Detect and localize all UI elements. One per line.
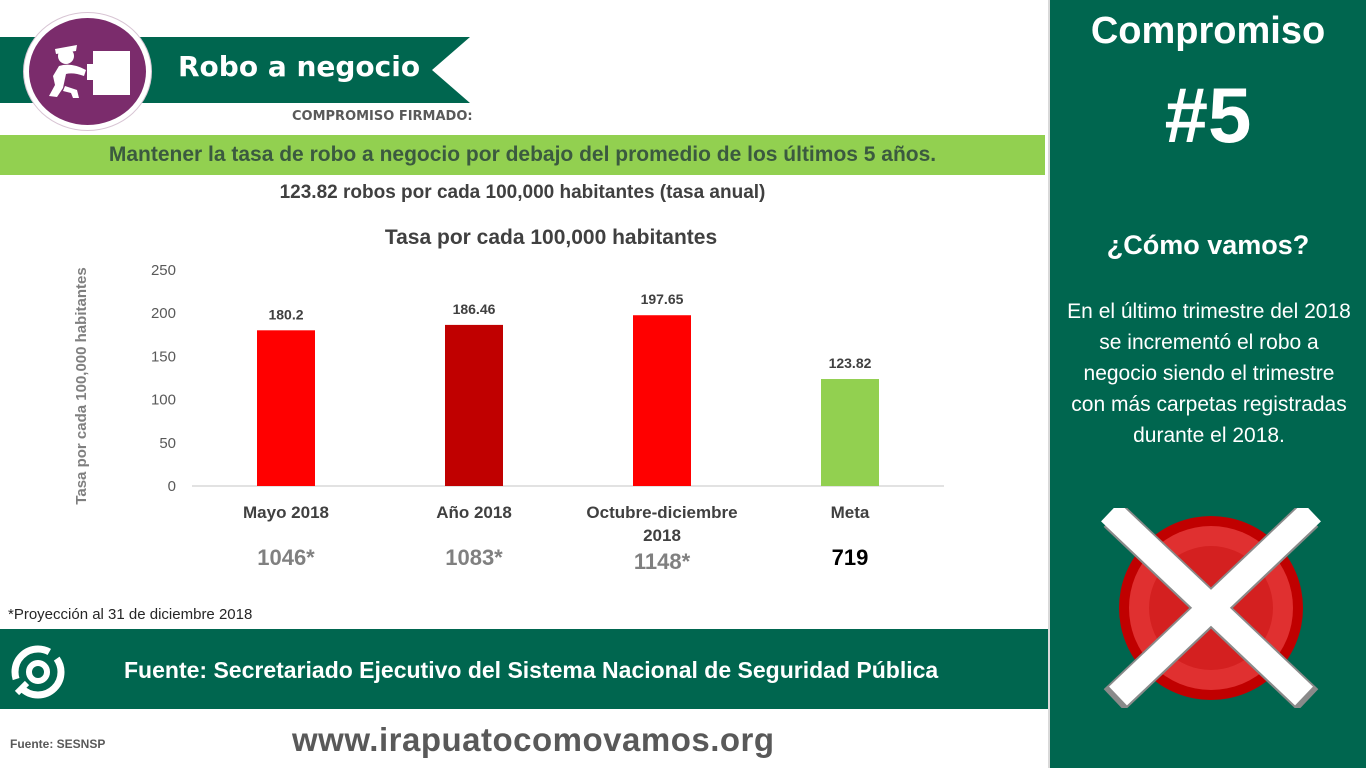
y-tick-label: 200 xyxy=(151,305,176,322)
case-count: 1083* xyxy=(445,545,503,570)
progress-question: ¿Cómo vamos? xyxy=(1106,230,1310,260)
main-panel: Robo a negocio COMPROMISO FIRMADO: Mante… xyxy=(0,13,1048,758)
goal-text: Mantener la tasa de robo a negocio por d… xyxy=(108,143,937,166)
x-tick-label: Mayo 2018 xyxy=(243,503,329,522)
data-label: 197.65 xyxy=(641,291,684,307)
data-label: 186.46 xyxy=(453,301,496,317)
robber-icon xyxy=(49,45,130,98)
small-source-label: Fuente: SESNSP xyxy=(10,737,106,751)
x-tick-label: Año 2018 xyxy=(436,503,512,522)
case-counts: 1046* 1083* 1148* 719 xyxy=(257,545,868,574)
website-link[interactable]: www.irapuatocomovamos.org xyxy=(292,721,775,758)
bar xyxy=(445,324,503,486)
data-label: 123.82 xyxy=(829,355,872,371)
y-tick-label: 100 xyxy=(151,392,176,409)
progress-description: En el último trimestre del 2018 se incre… xyxy=(1067,300,1351,447)
y-tick-label: 50 xyxy=(159,435,176,452)
y-tick-label: 0 xyxy=(168,478,176,495)
bars xyxy=(257,315,879,486)
y-tick-label: 150 xyxy=(151,348,176,365)
goal-banner: Mantener la tasa de robo a negocio por d… xyxy=(0,135,1045,175)
footnote: *Proyección al 31 de diciembre 2018 xyxy=(8,606,253,623)
bar xyxy=(633,315,691,486)
comovamos-logo-icon xyxy=(11,645,65,699)
case-count: 1148* xyxy=(634,549,691,574)
page-title: Robo a negocio xyxy=(178,50,421,83)
case-count: 1046* xyxy=(257,545,315,570)
y-tick-label: 250 xyxy=(151,262,176,279)
bar xyxy=(821,379,879,486)
chart-title: Tasa por cada 100,000 habitantes xyxy=(385,226,717,249)
data-label: 180.2 xyxy=(268,306,303,322)
data-labels: 180.2 186.46 197.65 123.82 xyxy=(268,291,871,371)
category-badge xyxy=(24,13,151,130)
bar-chart: Tasa por cada 100,000 habitantes Tasa po… xyxy=(73,226,944,574)
rate-note: 123.82 robos por cada 100,000 habitantes… xyxy=(279,182,766,203)
x-tick-label: Meta xyxy=(831,503,870,522)
y-ticks: 0 50 100 150 200 250 xyxy=(151,262,176,495)
commitment-number: #5 xyxy=(1164,71,1252,159)
source-banner: Fuente: Secretariado Ejecutivo del Siste… xyxy=(0,629,1048,709)
x-ticks: Mayo 2018 Año 2018 Octubre-diciembre 2018 Me… xyxy=(243,503,870,545)
red-x-icon xyxy=(1101,508,1321,708)
commitment-panel: Compromiso #5 ¿Cómo vamos? En el último … xyxy=(1048,0,1366,768)
commitment-title: Compromiso xyxy=(1090,10,1326,52)
signed-commitment-label: COMPROMISO FIRMADO: xyxy=(292,109,473,124)
y-axis-label: Tasa por cada 100,000 habitantes xyxy=(73,267,90,504)
source-text: Fuente: Secretariado Ejecutivo del Siste… xyxy=(124,657,939,683)
case-count: 719 xyxy=(832,545,869,570)
bar xyxy=(257,330,315,486)
x-tick-label: Octubre-diciembre 2018 xyxy=(586,503,737,545)
